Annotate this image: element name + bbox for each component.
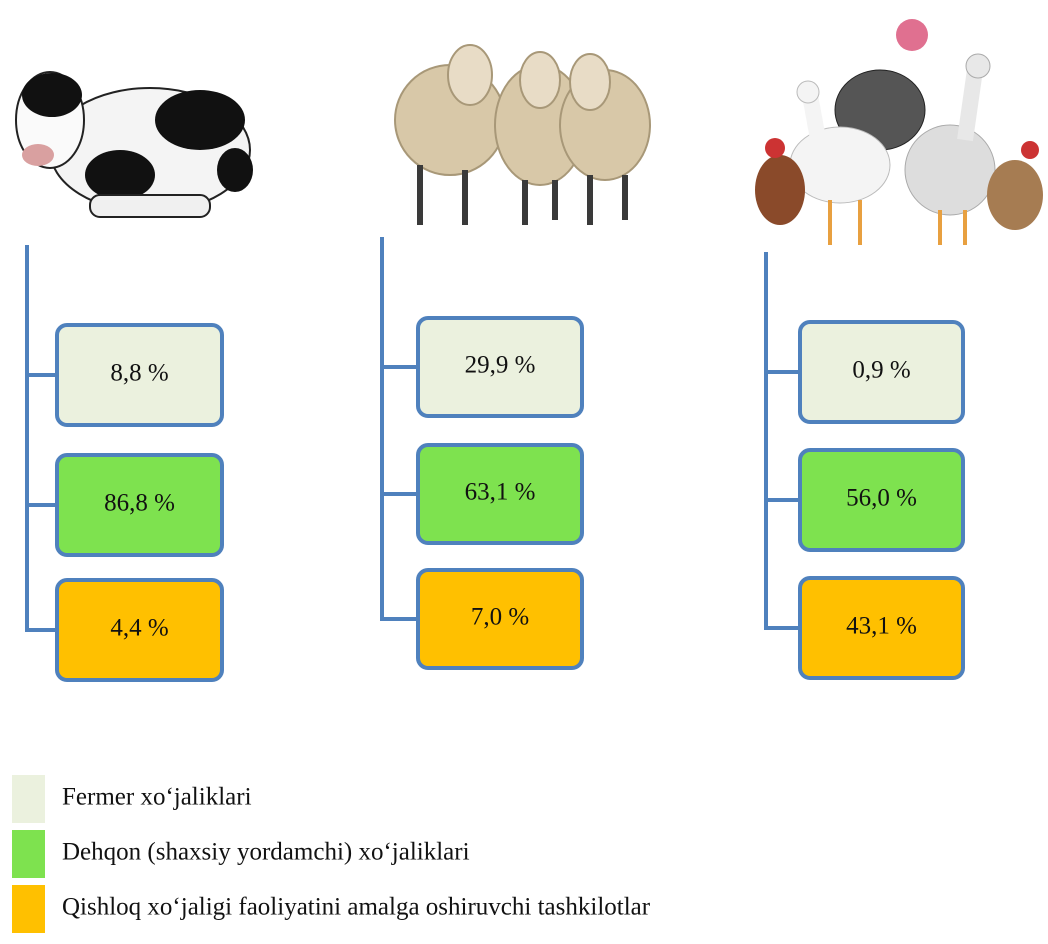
value-box <box>416 316 584 418</box>
value-box <box>416 443 584 545</box>
legend-label: Qishloq xo‘jaligi faoliyatini amalga osh… <box>62 894 651 921</box>
value-label: 43,1 % <box>846 613 917 640</box>
value-label: 86,8 % <box>104 490 175 517</box>
value-box <box>798 320 965 424</box>
value-box <box>416 568 584 670</box>
legend-swatch <box>12 775 45 823</box>
legend-label: Dehqon (shaxsiy yordamchi) xo‘jaliklari <box>62 839 470 866</box>
value-label: 63,1 % <box>465 479 536 506</box>
value-box <box>55 578 224 682</box>
legend-swatch <box>12 885 45 933</box>
legend-swatch <box>12 830 45 878</box>
value-box <box>798 576 965 680</box>
value-box <box>55 323 224 427</box>
value-label: 4,4 % <box>110 615 168 642</box>
value-label: 29,9 % <box>465 352 536 379</box>
value-label: 7,0 % <box>471 604 529 631</box>
legend-label: Fermer xo‘jaliklari <box>62 784 252 811</box>
cow-image <box>15 71 253 218</box>
value-box <box>798 448 965 552</box>
value-label: 0,9 % <box>852 357 910 384</box>
value-label: 8,8 % <box>110 360 168 387</box>
sheep-image <box>394 44 651 225</box>
value-label: 56,0 % <box>846 485 917 512</box>
value-box <box>55 453 224 557</box>
poultry-image <box>755 19 1043 245</box>
